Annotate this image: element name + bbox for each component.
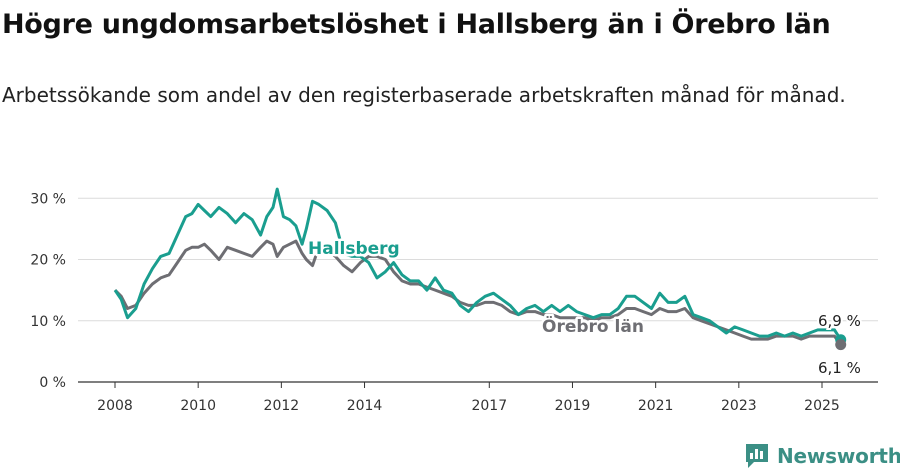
- y-tick-label: 10 %: [30, 314, 66, 330]
- x-tick-label: 2017: [471, 398, 507, 414]
- end-value-label-hallsberg: 6,9 %: [818, 312, 861, 330]
- x-tick-label: 2021: [638, 398, 674, 414]
- series-label-orebro-lan: Örebro län: [542, 315, 644, 337]
- x-tick-label: 2014: [347, 398, 383, 414]
- x-tick-label: 2025: [804, 398, 840, 414]
- line-chart: 0 % 10 % 20 % 30 % 2008 2010 2012 2014 2017 2019 2…: [30, 187, 878, 414]
- page-subtitle: Arbetssökande som andel av den registerb…: [2, 83, 846, 107]
- end-point-orebro-lan: [835, 339, 847, 351]
- y-tick-label: 30 %: [30, 191, 66, 207]
- bar-chart-logo-icon: [746, 444, 768, 468]
- x-tick-label: 2008: [97, 398, 133, 414]
- series-label-hallsberg: Hallsberg: [308, 239, 400, 259]
- x-tick-label: 2010: [180, 398, 216, 414]
- y-tick-label: 20 %: [30, 253, 66, 269]
- x-tick-label: 2023: [721, 398, 757, 414]
- brand-name: Newsworthy: [777, 444, 900, 468]
- x-tick-label: 2019: [555, 398, 591, 414]
- end-value-label-orebro-lan: 6,1 %: [818, 359, 861, 377]
- newsworthy-logo: Newsworthy: [744, 442, 900, 470]
- y-tick-label: 0 %: [39, 375, 66, 391]
- page-title: Högre ungdomsarbetslöshet i Hallsberg än…: [2, 9, 831, 40]
- x-tick-label: 2012: [264, 398, 300, 414]
- series-line-hallsberg: [113, 187, 842, 341]
